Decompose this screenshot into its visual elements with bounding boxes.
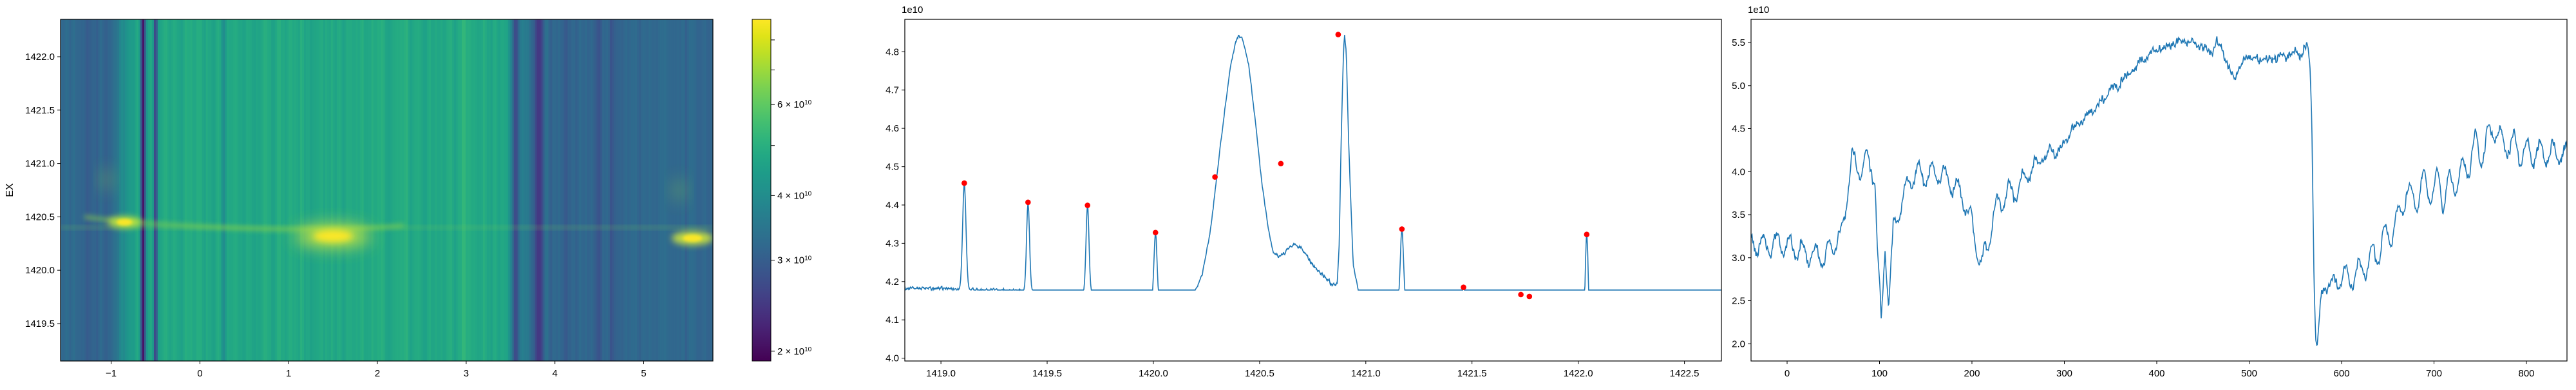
svg-text:1: 1 [286,368,291,379]
svg-text:700: 700 [2426,368,2442,379]
svg-text:1422.0: 1422.0 [1564,368,1593,379]
svg-text:4.3: 4.3 [886,238,899,249]
svg-text:300: 300 [2056,368,2072,379]
svg-text:1421.5: 1421.5 [25,105,55,116]
svg-text:4: 4 [553,368,558,379]
svg-text:0: 0 [197,368,202,379]
svg-text:1421.5: 1421.5 [1457,368,1487,379]
svg-text:1422.0: 1422.0 [25,52,55,63]
svg-text:1422.5: 1422.5 [1670,368,1700,379]
svg-text:1421.0: 1421.0 [25,159,55,170]
svg-text:1421.0: 1421.0 [1351,368,1381,379]
svg-text:4.6: 4.6 [886,123,899,134]
svg-text:1419.0: 1419.0 [926,368,956,379]
svg-text:1419.5: 1419.5 [1032,368,1062,379]
svg-text:4.8: 4.8 [886,46,899,57]
svg-text:4.5: 4.5 [1732,124,1745,135]
svg-text:4.7: 4.7 [886,85,899,96]
svg-text:2: 2 [375,368,380,379]
svg-text:200: 200 [1964,368,1980,379]
svg-text:EX: EX [5,183,15,197]
svg-text:5.5: 5.5 [1732,37,1745,48]
svg-text:1e10: 1e10 [902,5,923,15]
svg-text:1420.5: 1420.5 [1245,368,1274,379]
svg-text:4.4: 4.4 [886,200,899,211]
svg-text:1419.5: 1419.5 [25,318,55,329]
svg-text:4.2: 4.2 [886,277,899,288]
svg-text:3: 3 [464,368,469,379]
svg-text:500: 500 [2241,368,2257,379]
svg-text:3.5: 3.5 [1732,210,1745,220]
svg-text:100: 100 [1871,368,1888,379]
svg-text:600: 600 [2333,368,2349,379]
svg-text:1420.0: 1420.0 [25,265,55,276]
svg-text:1420.5: 1420.5 [25,211,55,222]
svg-text:3.0: 3.0 [1732,253,1745,264]
svg-text:2.5: 2.5 [1732,296,1745,307]
svg-text:4.1: 4.1 [886,315,899,326]
svg-text:400: 400 [2148,368,2164,379]
svg-text:800: 800 [2518,368,2534,379]
svg-text:1e10: 1e10 [1748,5,1769,15]
svg-text:4.0: 4.0 [1732,166,1745,177]
svg-text:5: 5 [641,368,646,379]
svg-text:4.5: 4.5 [886,162,899,173]
svg-text:0: 0 [1785,368,1790,379]
svg-text:−1: −1 [106,368,117,379]
svg-text:4.0: 4.0 [886,353,899,364]
svg-text:2.0: 2.0 [1732,338,1745,349]
svg-text:5.0: 5.0 [1732,81,1745,92]
svg-text:1420.0: 1420.0 [1139,368,1168,379]
